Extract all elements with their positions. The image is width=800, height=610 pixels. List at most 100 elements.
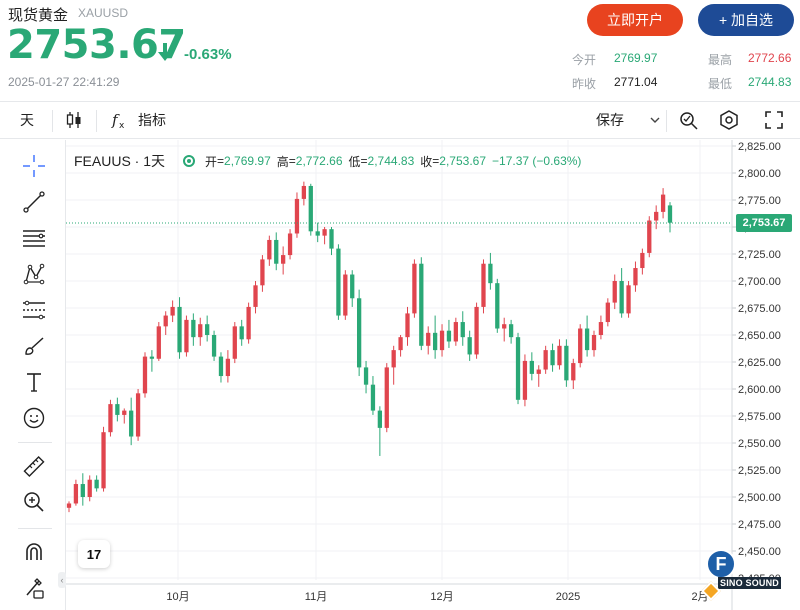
candle-body xyxy=(654,211,659,221)
svg-text:x: x xyxy=(119,121,125,130)
candle-style-icon[interactable] xyxy=(64,102,84,138)
tradingview-logo[interactable]: 17 xyxy=(78,540,110,568)
legend-change: −17.37 (−0.63%) xyxy=(492,154,582,168)
candle-body xyxy=(405,313,410,338)
candlestick-chart[interactable]: 2,825.002,800.002,775.002,750.002,725.00… xyxy=(66,140,800,610)
candle-body xyxy=(419,263,424,346)
fullscreen-icon[interactable] xyxy=(764,102,784,138)
crosshair-icon[interactable] xyxy=(20,152,48,180)
last-price-tag: 2,753.67 xyxy=(736,214,792,233)
candle-body xyxy=(612,281,617,303)
candle-body xyxy=(460,322,465,338)
candle-body xyxy=(281,255,286,264)
candle-body xyxy=(336,248,341,316)
candle-body xyxy=(350,274,355,299)
pattern-icon[interactable] xyxy=(20,260,48,288)
fib-levels-icon[interactable] xyxy=(20,296,48,324)
candle-body xyxy=(129,410,134,437)
horizontal-lines-icon[interactable] xyxy=(20,224,48,252)
candle-body xyxy=(488,263,493,284)
watermark-logo: F xyxy=(706,549,736,579)
candle-body xyxy=(640,252,645,269)
candle-body xyxy=(211,335,217,357)
candle-body xyxy=(170,306,175,316)
interval-selector[interactable]: 天 xyxy=(20,112,34,128)
y-tick-label: 2,825.00 xyxy=(738,141,781,153)
candle-body xyxy=(564,345,569,381)
lock-pencil-icon[interactable] xyxy=(20,574,48,602)
candle-body xyxy=(80,484,85,497)
chevron-down-icon xyxy=(650,117,660,123)
candle-body xyxy=(260,259,265,286)
svg-text:f: f xyxy=(111,111,120,129)
candle-body xyxy=(149,356,155,359)
candle-body xyxy=(142,356,148,394)
brush-icon[interactable] xyxy=(20,332,48,360)
candle-body xyxy=(218,356,224,377)
toolbar-divider xyxy=(96,110,97,132)
legend-open-label: 开 xyxy=(205,154,218,169)
candle-body xyxy=(522,360,528,400)
prev-close-label: 昨收 xyxy=(572,77,597,91)
y-tick-label: 2,550.00 xyxy=(738,438,781,450)
visibility-icon[interactable] xyxy=(183,155,196,167)
candle-body xyxy=(598,322,604,335)
candle-body xyxy=(495,283,500,329)
candle-body xyxy=(633,268,638,286)
candle-body xyxy=(647,220,652,253)
asset-name: 现货黄金 xyxy=(8,7,69,24)
quote-header: 现货黄金 XAUUSD 2753.67 -0.63% 2025-01-27 22… xyxy=(0,0,800,100)
candle-body xyxy=(301,185,307,199)
settings-icon[interactable] xyxy=(718,102,740,138)
open-account-button[interactable]: 立即开户 xyxy=(587,4,683,36)
candle-body xyxy=(467,337,472,355)
candle-body xyxy=(605,302,610,323)
candle-body xyxy=(205,324,210,335)
candle-body xyxy=(426,332,431,346)
candle-body xyxy=(591,335,597,351)
candle-body xyxy=(571,363,576,381)
zoom-in-icon[interactable] xyxy=(20,488,48,516)
candle-body xyxy=(619,281,624,314)
x-tick-label: 10月 xyxy=(166,591,189,603)
add-watchlist-button[interactable]: + 加自选 xyxy=(698,4,794,36)
open-label: 今开 xyxy=(572,53,597,67)
candle-body xyxy=(184,319,189,353)
legend-equals: = xyxy=(288,154,296,168)
emoji-icon[interactable] xyxy=(20,404,48,432)
indicators-button[interactable]: f x 指标 xyxy=(110,102,166,138)
candle-body xyxy=(108,404,113,433)
candle-body xyxy=(529,360,534,374)
text-tool-icon[interactable] xyxy=(20,368,48,396)
low-value: 2744.83 xyxy=(748,75,792,89)
candle-body xyxy=(391,350,396,368)
candle-body xyxy=(115,404,120,415)
magnet-icon[interactable] xyxy=(20,538,48,566)
scroll-left-button[interactable]: ‹ xyxy=(58,572,66,588)
save-label: 保存 xyxy=(596,112,624,128)
candle-body xyxy=(177,306,182,353)
legend-equals: = xyxy=(217,154,225,168)
quote-timestamp: 2025-01-27 22:41:29 xyxy=(8,75,120,89)
save-button[interactable]: 保存 xyxy=(596,102,660,138)
candle-body xyxy=(543,350,548,370)
legend-high-value: 2,772.66 xyxy=(295,154,343,168)
candle-body xyxy=(384,367,389,428)
legend-high-label: 高 xyxy=(276,154,289,169)
legend-symbol[interactable]: FEAUUS · 1天 xyxy=(74,153,166,169)
x-tick-label: 12月 xyxy=(430,591,453,603)
trend-line-icon[interactable] xyxy=(20,188,48,216)
candle-body xyxy=(626,285,631,314)
watermark-text: SINO SOUND xyxy=(718,577,782,589)
y-tick-label: 2,625.00 xyxy=(738,357,781,369)
quick-search-icon[interactable] xyxy=(678,102,700,138)
candle-body xyxy=(294,198,300,234)
candle-body xyxy=(239,326,244,340)
legend-close-label: 收 xyxy=(420,154,433,169)
y-tick-label: 2,700.00 xyxy=(738,276,781,288)
y-tick-label: 2,525.00 xyxy=(738,465,781,477)
ruler-icon[interactable] xyxy=(20,452,48,480)
down-arrow-icon xyxy=(158,43,172,61)
prev-close-value: 2771.04 xyxy=(614,75,658,89)
candle-body xyxy=(246,306,251,340)
